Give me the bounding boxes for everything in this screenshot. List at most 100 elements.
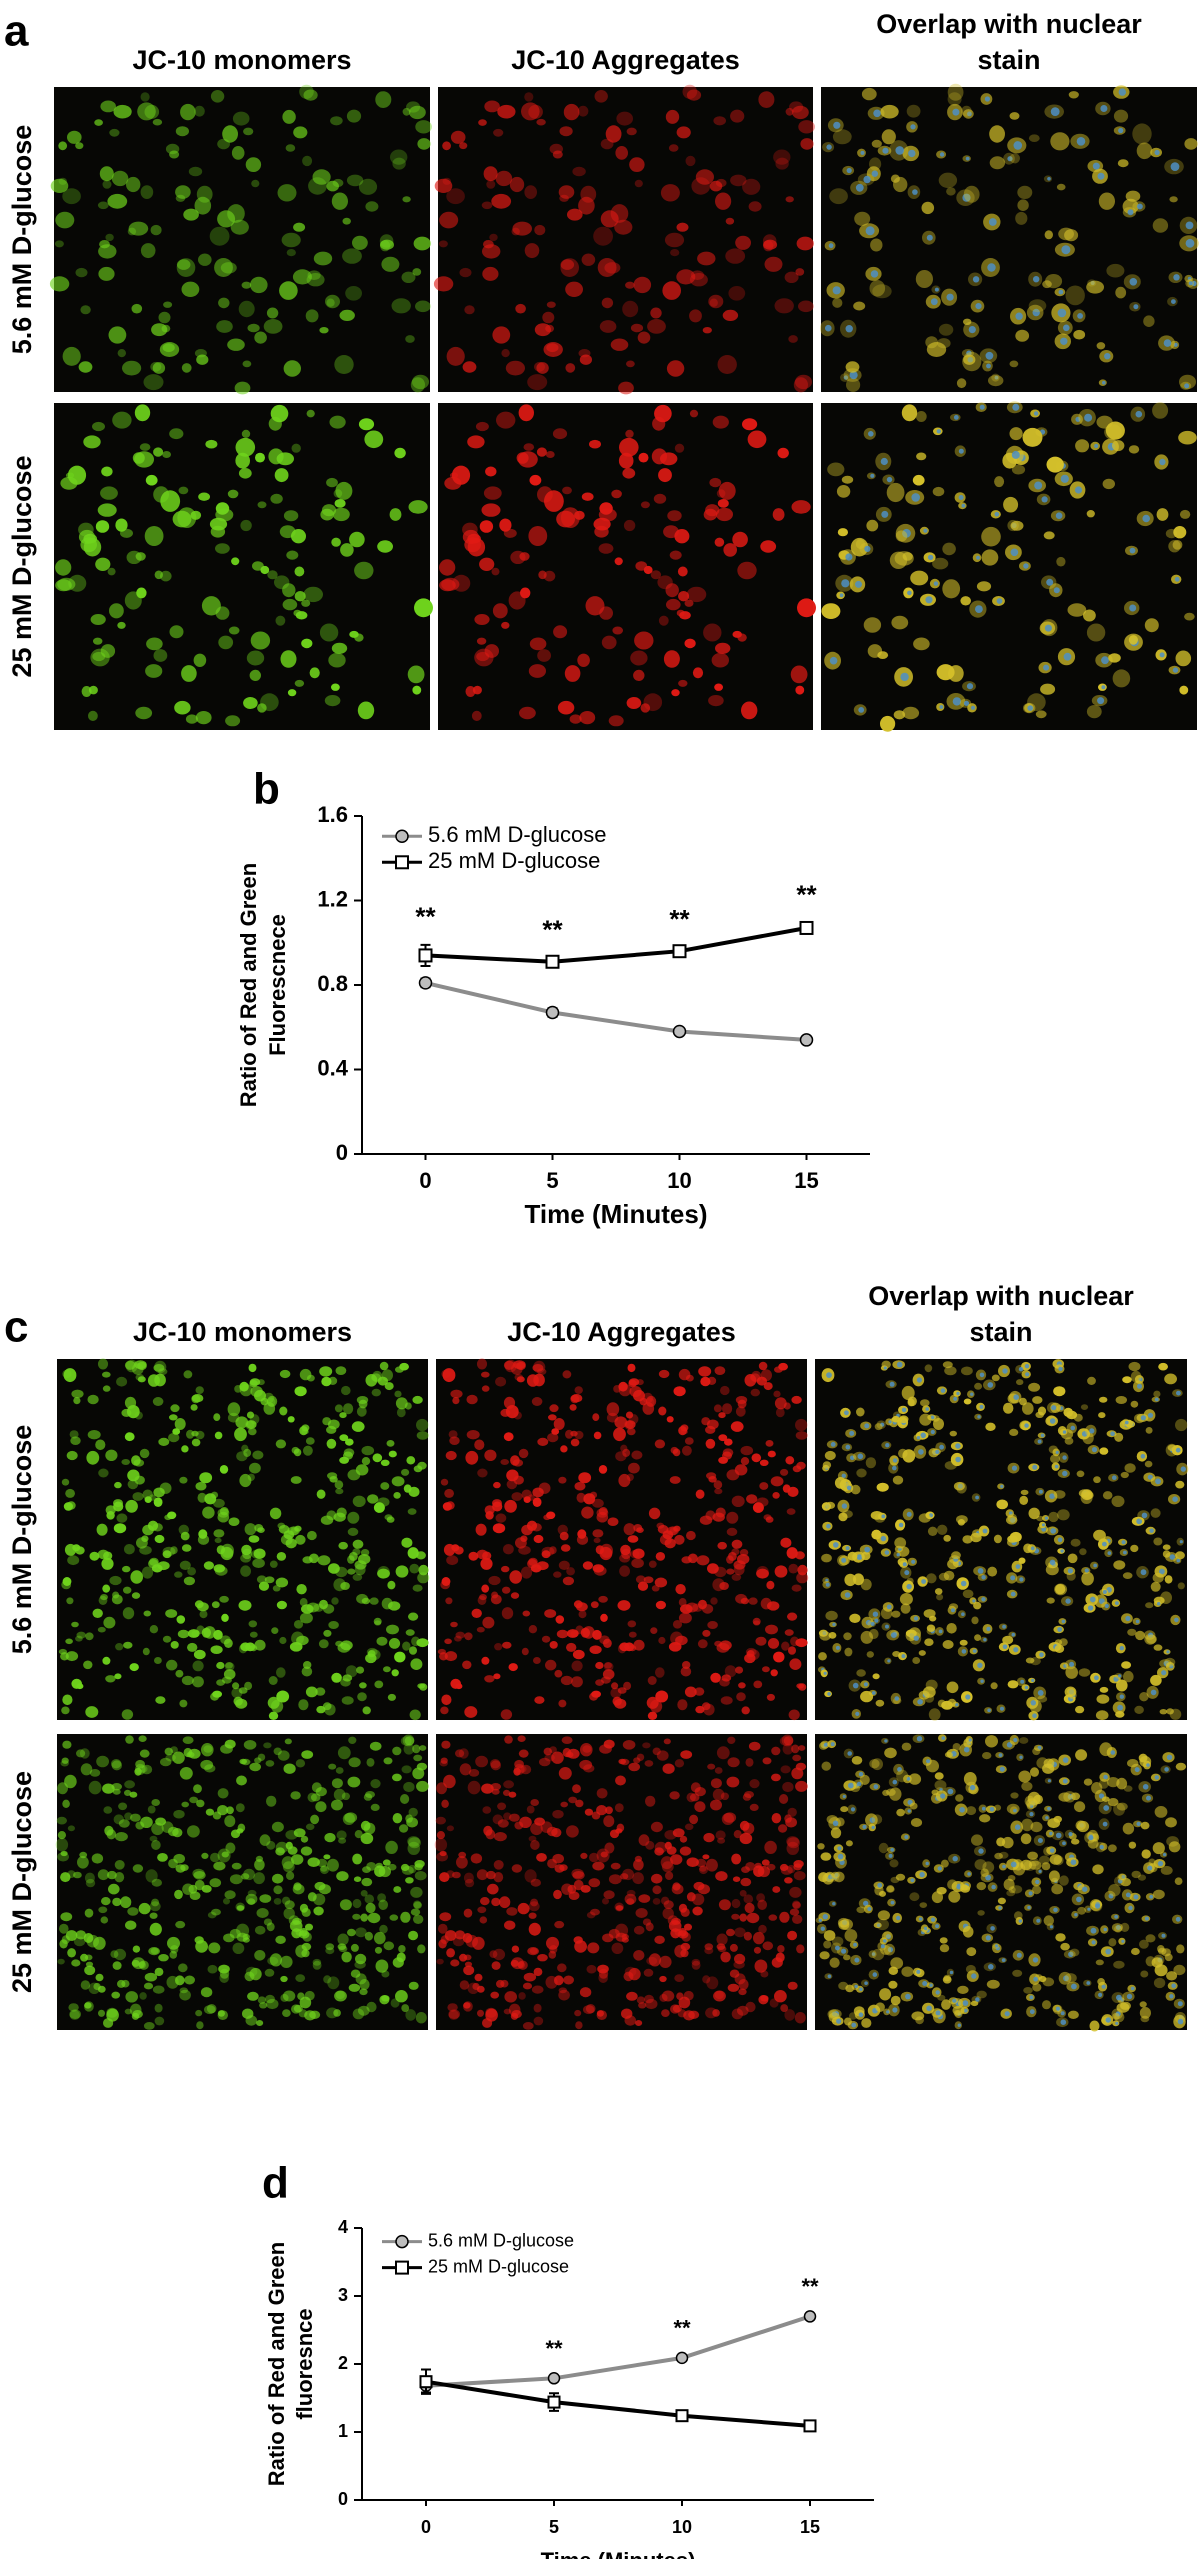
cell [300,1997,312,2009]
cell [1179,686,1188,695]
cell [288,689,296,696]
cell [603,1669,615,1679]
cell [680,1750,692,1759]
cell [866,520,878,532]
cell [364,431,383,449]
cell [506,361,525,376]
cell [1055,1639,1062,1645]
cell [977,1882,987,1890]
cell [932,1891,943,1903]
cell [98,244,116,258]
cell [191,1431,198,1437]
cell [971,1834,983,1845]
cell [194,1650,206,1660]
cell [243,697,258,709]
cell [346,1665,358,1677]
cell [1047,1598,1055,1604]
cell [208,1942,220,1953]
nucleus [1129,605,1136,612]
cell [875,1423,883,1430]
cell [96,1756,109,1768]
cell [637,1754,644,1761]
cell [1030,1767,1039,1777]
cell [109,603,124,618]
cell [608,1517,619,1526]
y-tick-label: 1.2 [317,886,348,911]
cell [827,463,844,477]
cell [1022,1402,1034,1415]
cell [692,1961,701,1970]
cell [118,349,126,357]
nucleus [1038,1690,1044,1696]
cell [741,1457,749,1465]
cell [615,146,628,160]
nucleus [1093,163,1100,170]
cell [631,324,643,333]
nucleus [853,1943,857,1947]
cell [530,638,547,651]
nucleus [907,1512,912,1517]
nucleus [1043,665,1049,671]
cell [100,1594,108,1600]
nucleus [1017,1953,1022,1958]
nucleus [982,1807,986,1811]
cell [615,1451,626,1461]
cell [725,248,745,263]
cell [796,1944,804,1953]
cell [737,562,756,580]
cell [1086,281,1104,294]
cell [734,1954,745,1964]
cell [547,302,556,308]
cell [458,1852,466,1858]
cell [580,1987,591,1997]
cell [313,1961,322,1970]
cell [717,1542,727,1550]
nucleus [1025,1364,1029,1368]
cell [447,2003,457,2011]
cell [687,1857,699,1867]
cell [141,243,156,258]
column-header: stain [977,45,1040,75]
cell [275,1936,286,1944]
cell [280,1976,287,1982]
cell [84,1966,95,1976]
cell [772,1813,782,1823]
cell [254,1524,263,1532]
cell [947,1682,959,1694]
cell [301,639,312,649]
nucleus [919,1872,924,1877]
cell [484,1450,496,1461]
cell [256,1856,263,1862]
cell [125,1921,136,1930]
cell [844,1648,852,1657]
cell [843,1632,851,1640]
cell [464,1706,477,1718]
cell [121,1980,129,1988]
cell [130,1570,143,1584]
cell [65,1489,75,1498]
cell [861,2018,871,2028]
nucleus [1019,1577,1023,1581]
nucleus [1056,512,1063,519]
nucleus [1045,1816,1048,1819]
cell [440,1580,450,1589]
cell [484,166,498,181]
cell [217,1545,225,1554]
cell [1070,1949,1080,1957]
cell [182,1544,192,1552]
cell [861,1579,872,1591]
cell [158,1438,169,1446]
nucleus [902,1654,906,1658]
cell [1059,1875,1069,1885]
cell [796,1683,804,1688]
cell [519,707,536,719]
cell [374,1681,383,1689]
cell [154,1657,162,1664]
cell [491,1898,500,1906]
nucleus [912,189,918,195]
cell [629,157,644,172]
cell [98,1627,106,1633]
nucleus [1128,1906,1132,1910]
cell [1036,1757,1048,1768]
cell [196,1482,207,1491]
